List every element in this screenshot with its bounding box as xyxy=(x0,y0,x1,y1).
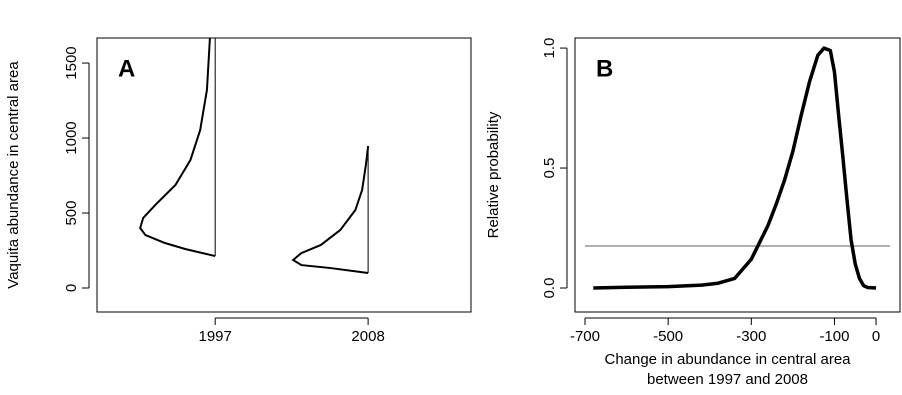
y-tick-label: 1.0 xyxy=(541,38,558,59)
plot-box xyxy=(574,37,901,313)
y-tick-label: 1000 xyxy=(63,121,80,154)
y-tick-label: 0.0 xyxy=(541,278,558,299)
x-tick-label: 1997 xyxy=(198,328,231,345)
x-tick-label: -500 xyxy=(653,328,683,345)
x-tick-label: -100 xyxy=(819,328,849,345)
panel-label: A xyxy=(118,55,135,82)
y-tick-label: 1500 xyxy=(63,46,80,79)
y-axis-label: Relative probability xyxy=(485,111,502,238)
y-tick-label: 0 xyxy=(63,284,80,292)
x-tick-label: -700 xyxy=(570,328,600,345)
plot-box xyxy=(96,37,472,313)
x-axis-label: between 1997 and 2008 xyxy=(647,371,808,388)
x-tick-label: 2008 xyxy=(351,328,384,345)
y-tick-label: 500 xyxy=(63,201,80,226)
y-axis-label: Vaquita abundance in central area xyxy=(5,61,22,289)
x-tick-label: 0 xyxy=(872,328,880,345)
density-curve xyxy=(291,145,370,274)
y-tick-label: 0.5 xyxy=(541,158,558,179)
panel-label: B xyxy=(596,55,613,82)
x-axis-label: Change in abundance in central area xyxy=(604,351,851,368)
x-tick-label: -300 xyxy=(736,328,766,345)
line xyxy=(593,46,877,290)
density-curve xyxy=(139,37,216,258)
